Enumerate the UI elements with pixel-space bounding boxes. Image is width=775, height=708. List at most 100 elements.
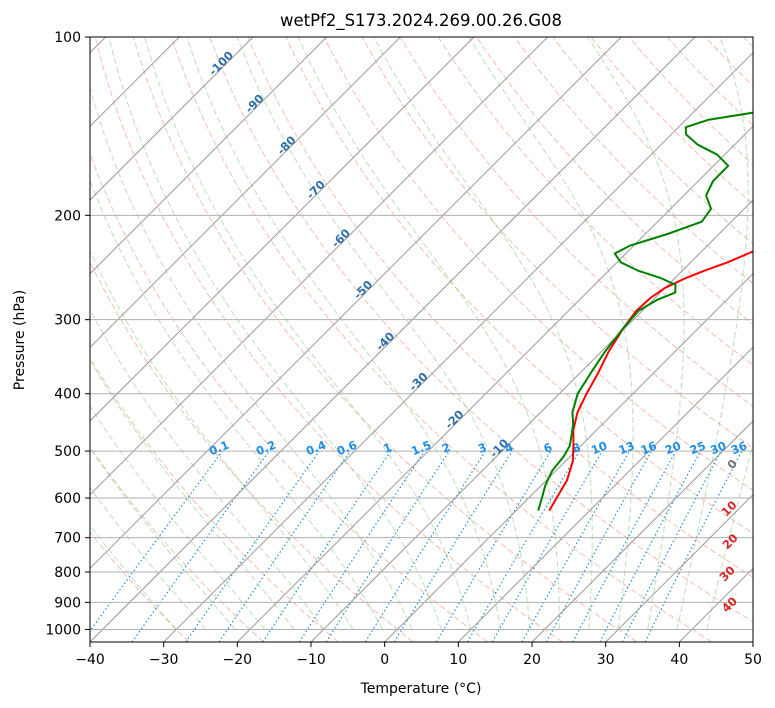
mixing-ratio-line — [491, 450, 603, 642]
mixing-ratio-label: 0.6 — [335, 438, 359, 459]
dry-adiabat-line — [132, 37, 638, 642]
dry-adiabat-line — [90, 446, 264, 642]
mixing-ratio-line — [218, 450, 351, 642]
x-tick-label: 0 — [380, 652, 389, 668]
x-tick-label: 40 — [670, 652, 688, 668]
moist-adiabat-line — [297, 37, 560, 630]
isotherm-line — [90, 37, 549, 496]
mixing-ratio-lines — [90, 450, 743, 642]
mixing-ratio-line — [435, 450, 552, 642]
isotherm-label: -40 — [373, 329, 398, 354]
isotherm-label: -90 — [242, 91, 267, 116]
dry-adiabat-line — [90, 152, 488, 642]
isotherm-line — [90, 37, 254, 201]
moist-adiabat-line — [108, 37, 442, 630]
y-tick-label: 300 — [54, 313, 81, 329]
pressure-gridlines — [90, 37, 753, 630]
plot-area: -100-90-80-70-60-50-40-30-20-100.1 0.2 0.4… — [90, 37, 753, 642]
mixing-ratio-label: 10 — [589, 438, 609, 457]
plot-frame — [89, 36, 754, 643]
moist-adiabat-label: 20 — [719, 531, 740, 552]
mixing-ratio-label: 6 — [541, 440, 554, 456]
y-tick-label: 800 — [54, 565, 81, 581]
mixing-ratio-label: 0.4 — [304, 438, 328, 459]
mixing-ratio-label: 25 — [688, 438, 708, 457]
y-axis: 100 200 300 400 500 600 700 800 900 1000 — [45, 30, 90, 638]
isotherm-label: -100 — [206, 48, 236, 78]
x-axis-label: Temperature (°C) — [360, 681, 482, 697]
mixing-ratio-line — [521, 450, 631, 642]
y-axis-label: Pressure (hPa) — [12, 290, 28, 390]
moist-adiabat-line — [236, 37, 531, 630]
mixing-ratio-line — [90, 450, 223, 632]
mixing-ratio-label: 0.1 — [207, 438, 231, 459]
moist-adiabat-line — [373, 37, 593, 630]
mixing-ratio-line — [364, 450, 486, 642]
dewpoint-line — [537, 111, 753, 511]
mixing-ratio-label: 16 — [639, 438, 659, 457]
moist-adiabat-line — [468, 37, 634, 630]
dry-adiabat-line — [704, 37, 753, 87]
dry-adiabat-line — [399, 37, 753, 407]
mixing-ratio-line — [572, 450, 677, 642]
dry-adiabat-line — [171, 37, 712, 642]
isotherm-line — [90, 37, 401, 349]
moist-adiabat-label: 30 — [717, 563, 738, 584]
mixing-ratio-label: 1 — [381, 440, 394, 456]
mixing-ratio-label: 13 — [616, 438, 636, 457]
dry-adiabat-line — [94, 37, 563, 642]
dry-adiabat-line — [90, 356, 339, 642]
dry-adiabat-line — [90, 260, 414, 642]
moist-adiabat-line — [90, 359, 295, 630]
mixing-ratio-label: 36 — [729, 438, 749, 457]
dry-adiabat-line — [285, 37, 753, 535]
mixing-ratio-label: 3 — [476, 440, 489, 456]
isotherm-line — [678, 567, 753, 642]
isotherm-line — [90, 37, 696, 642]
y-tick-label: 400 — [54, 387, 81, 403]
x-tick-label: −20 — [223, 652, 253, 668]
isotherm-label: -30 — [406, 369, 431, 394]
dry-adiabat-line — [209, 37, 753, 623]
mixing-ratio-line — [325, 450, 450, 642]
dry-adiabat-line — [323, 37, 753, 491]
y-tick-label: 1000 — [45, 622, 81, 638]
dry-adiabat-line — [590, 37, 753, 205]
isotherm-label: -80 — [274, 133, 299, 158]
x-tick-label: 30 — [597, 652, 615, 668]
moist-adiabat-line — [90, 486, 207, 630]
isotherm-line — [752, 641, 753, 642]
sounding-profiles — [537, 111, 753, 512]
isotherm-label: -20 — [442, 407, 467, 432]
y-tick-label: 100 — [54, 30, 81, 46]
mixing-ratio-line — [393, 450, 513, 642]
isotherm-line — [384, 272, 753, 642]
y-tick-label: 200 — [54, 208, 81, 224]
mixing-ratio-line — [545, 450, 653, 642]
mixing-ratio-line — [131, 450, 270, 642]
moist-adiabat-line — [676, 37, 749, 630]
x-tick-label: 10 — [449, 652, 467, 668]
mixing-ratio-label: 2 — [440, 440, 453, 456]
isotherm-line — [90, 37, 475, 422]
temperature-line — [548, 250, 753, 512]
moist-adiabat-line — [144, 37, 472, 630]
isotherm-line — [163, 51, 753, 642]
moist-adiabat-line — [706, 441, 753, 630]
y-tick-label: 900 — [54, 595, 81, 611]
x-tick-label: −10 — [296, 652, 326, 668]
mixing-ratio-label: 4 — [503, 440, 516, 456]
isotherm-label: -50 — [351, 277, 376, 302]
mixing-ratio-label: 20 — [663, 438, 683, 457]
moist-adiabat-label: 10 — [718, 498, 739, 519]
dry-adiabat-line — [514, 37, 753, 285]
mixing-ratio-line — [599, 450, 702, 642]
mixing-ratio-label: 8 — [570, 440, 583, 456]
dry-adiabats — [90, 37, 753, 642]
moist-adiabat-line — [186, 37, 501, 630]
dry-adiabat-line — [247, 37, 753, 578]
mixing-ratio-label: 1.5 — [409, 438, 433, 459]
mixing-ratio-label: 30 — [708, 438, 728, 457]
y-tick-label: 500 — [54, 444, 81, 460]
